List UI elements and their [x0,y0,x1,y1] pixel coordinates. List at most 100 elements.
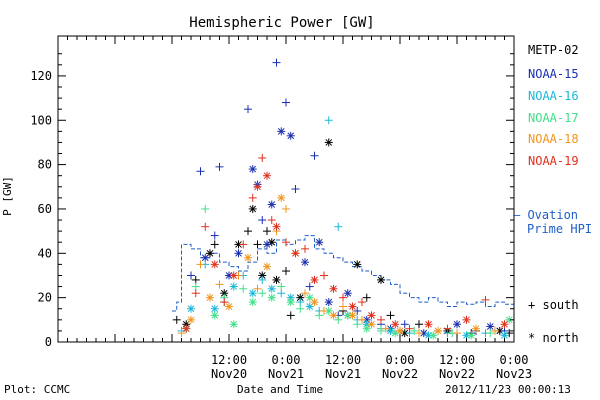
south-point-noaa-15 [310,151,319,160]
south-point-noaa-19 [377,315,385,324]
south-point-noaa-15 [272,58,281,67]
north-point-noaa-15 [234,249,243,258]
north-point-noaa-15 [315,238,324,247]
north-point-noaa-15 [453,320,461,329]
north-point-noaa-16 [267,284,276,293]
x-tick-time-label: 12:00 [325,353,361,367]
south-point-metp-02 [172,315,181,324]
chart-title: Hemispheric Power [GW] [189,15,374,31]
north-point-noaa-15 [286,131,295,140]
south-point-metp-02 [415,320,423,329]
footer-plot-credit: Plot: CCMC [4,383,71,396]
north-point-noaa-18 [310,298,319,307]
legend-noaa-15: NOAA-15 [528,67,579,81]
north-point-noaa-19 [263,171,271,180]
south-point-noaa-15 [291,185,300,193]
y-tick-label: 0 [45,335,52,349]
south-point-noaa-19 [301,244,309,253]
south-point-noaa-19 [201,222,210,231]
x-tick-date-label: Nov21 [268,367,304,381]
south-point-noaa-15 [196,167,205,176]
north-point-noaa-19 [182,324,191,333]
north-point-noaa-16 [229,282,238,291]
south-point-noaa-18 [215,280,224,289]
north-point-noaa-15 [263,240,271,249]
y-tick-label: 80 [38,158,52,172]
north-point-noaa-16 [187,304,195,313]
south-point-noaa-18 [320,306,328,315]
south-point-noaa-17 [258,289,267,298]
north-point-noaa-18 [367,320,376,329]
south-point-noaa-17 [315,311,324,320]
north-point-noaa-19 [253,182,262,191]
x-tick-date-label: Nov21 [325,367,361,381]
north-point-noaa-18 [434,326,442,335]
south-point-noaa-19 [282,238,290,247]
y-tick-label: 20 [38,291,52,305]
south-point-metp-02 [263,227,271,236]
south-point-noaa-19 [339,293,347,302]
south-point-noaa-16 [324,116,333,125]
y-axis: 0 20 40 60 80 100 120 [30,53,514,349]
legend-noaa-17: NOAA-17 [528,111,579,125]
south-point-noaa-17 [277,282,286,291]
north-point-noaa-17 [229,320,238,329]
south-point-noaa-15 [258,216,267,225]
south-point-noaa-18 [381,324,390,333]
north-point-noaa-18 [225,302,233,311]
south-point-noaa-17 [486,329,495,338]
north-point-noaa-18 [472,324,480,333]
symbol-key-south: + south [528,298,579,312]
south-point-metp-02 [210,240,219,249]
south-point-noaa-18 [358,315,366,324]
north-point-noaa-17 [267,293,276,302]
north-point-noaa-16 [248,289,257,298]
south-point-noaa-15 [305,282,314,291]
south-point-noaa-19 [481,295,490,304]
south-point-noaa-17 [201,204,210,213]
ovation-hpi-line [172,235,515,312]
south-point-metp-02 [282,267,290,276]
north-point-noaa-15 [267,200,276,209]
south-label: south [542,298,579,312]
x-tick-time-label: 12:00 [211,353,247,367]
north-point-noaa-18 [187,315,195,324]
ovation-path [172,235,515,312]
north-point-noaa-19 [348,302,357,311]
x-tick-time-label: 0:00 [386,353,415,367]
south-point-noaa-19 [267,216,276,225]
south-point-noaa-15 [282,98,290,107]
y-axis-label: P [GW] [1,176,14,216]
y-tick-label: 60 [38,202,52,216]
north-point-noaa-15 [301,258,309,267]
south-point-noaa-18 [301,289,309,298]
x-tick-time-label: 0:00 [500,353,529,367]
north-point-noaa-18 [277,193,286,202]
legend-ovation: — Ovation Prime HPI [513,208,592,236]
north-point-noaa-19 [272,222,281,231]
north-point-noaa-19 [500,320,509,329]
south-point-noaa-17 [239,284,248,293]
plot-frame [57,35,515,343]
south-point-noaa-17 [334,315,343,324]
south-point-noaa-19 [248,193,257,202]
south-point-noaa-19 [220,298,229,307]
x-tick-date-label: Nov20 [211,367,247,381]
north-point-noaa-17 [210,311,219,320]
plus-icon: + [528,298,536,312]
north-point-noaa-16 [500,331,509,340]
north-point-noaa-18 [244,253,252,262]
legend-noaa-16: NOAA-16 [528,89,579,103]
south-point-noaa-15 [210,231,219,240]
south-point-metp-02 [386,311,395,320]
north-point-noaa-19 [391,320,400,329]
south-point-metp-02 [362,293,371,302]
north-point-noaa-18 [329,311,338,320]
symbol-key-north: * north [528,331,579,345]
north-point-noaa-18 [348,311,357,320]
south-point-noaa-18 [415,329,423,338]
y-tick-label: 100 [30,113,52,127]
north-point-noaa-19 [462,315,471,324]
north-point-metp-02 [248,204,257,213]
north-point-noaa-19 [329,284,338,293]
